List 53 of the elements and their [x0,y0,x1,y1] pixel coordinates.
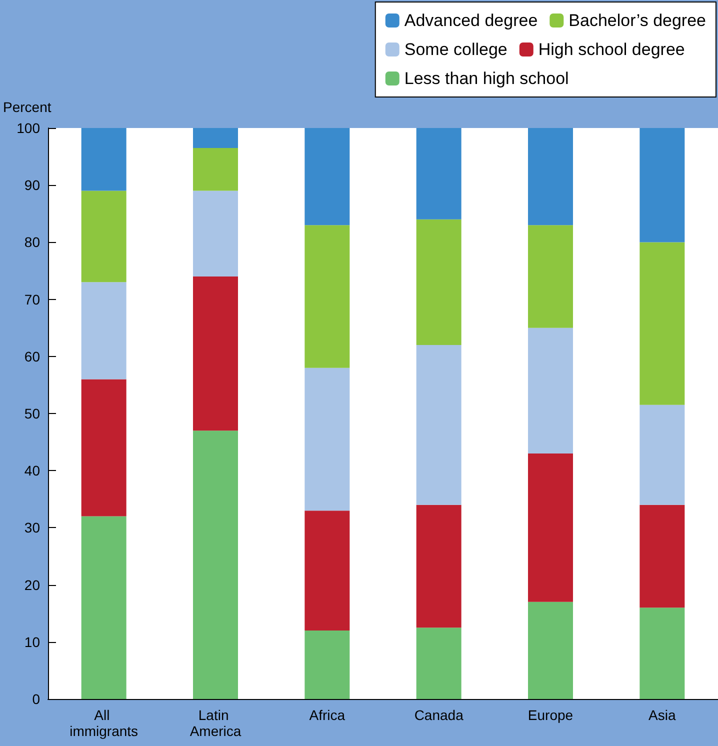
y-tick-label: 90 [24,177,40,194]
x-tick-label: Canada [414,707,464,723]
x-tick-label: Africa [309,707,346,723]
y-tick-label: 50 [24,406,40,422]
x-tick-label: All immigrants [70,707,138,739]
bar [640,242,685,405]
bar [416,504,462,628]
bar [81,282,126,380]
y-tick-label: 80 [24,234,40,250]
y-tick-label: 30 [24,520,40,536]
bar [193,190,238,276]
legend-label: Advanced degree [404,11,538,30]
legend-label: Bachelor’s degree [568,11,706,30]
y-tick-label: 0 [32,691,40,707]
x-tick-label: Europe [528,707,574,723]
bar [193,148,238,191]
bar [640,128,685,242]
bar [416,219,462,345]
bar [193,276,238,431]
bar [81,128,126,191]
legend-label: Less than high school [404,69,569,88]
bar [193,128,238,148]
bar [193,430,238,699]
y-tick-label: 60 [24,348,40,364]
legend-label: High school degree [538,40,685,59]
bar [528,128,573,226]
y-tick-label: 10 [24,634,40,650]
bar [416,344,462,505]
bar [640,404,685,505]
x-tick-label: Latin America [190,707,242,739]
bar [304,225,350,368]
bar [81,379,126,516]
bar [416,628,462,699]
bar [304,510,350,630]
bar [81,516,126,699]
bar [81,190,126,282]
bar [416,128,462,220]
bar [528,453,573,602]
bar [640,608,685,699]
bar [640,504,685,608]
y-tick-label: 40 [24,462,40,479]
x-tick-label: Asia [648,707,676,723]
bar [304,128,350,226]
bar [304,630,350,699]
y-tick-label: 70 [24,291,40,308]
bar [528,225,573,328]
bar [528,328,573,454]
y-axis-title: Percent [3,99,52,115]
y-tick-label: 20 [24,576,40,593]
legend-label: Some college [404,40,508,59]
bar [528,602,573,699]
y-tick-label: 100 [16,120,40,136]
bar [304,368,350,511]
